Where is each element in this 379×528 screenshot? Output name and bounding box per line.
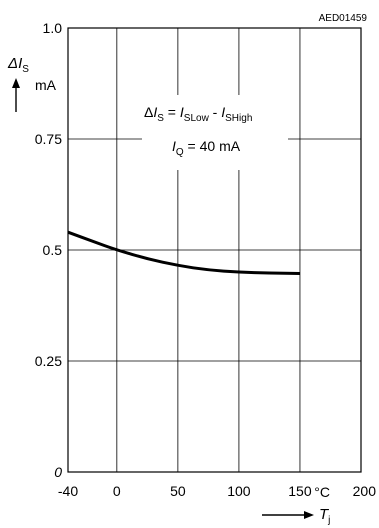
y-axis-unit: mA: [35, 77, 57, 93]
x-tick-label: 150: [288, 483, 312, 499]
annotation-condition: IQ = 40 mA: [172, 138, 241, 158]
y-tick-labels: 0 0.25 0.5 0.75 1.0: [35, 20, 62, 480]
y-tick-label: 0: [54, 464, 62, 480]
annotation-formula: ΔIS = ISLow - ISHigh: [144, 104, 252, 124]
annotation-background: [142, 95, 288, 170]
x-axis-arrow-icon: [262, 511, 314, 519]
y-tick-label: 0.75: [35, 131, 62, 147]
series-line: [67, 230, 301, 275]
x-tick-labels: -40 0 50 100 150 200: [58, 483, 376, 499]
y-axis-arrow-icon: [12, 78, 20, 112]
y-tick-label: 1.0: [43, 20, 63, 36]
x-tick-label: 50: [170, 483, 186, 499]
y-axis-label: ΔIS: [7, 55, 29, 75]
y-tick-label: 0.25: [35, 353, 62, 369]
x-axis-unit: °C: [314, 484, 330, 500]
x-tick-label: 200: [353, 483, 377, 499]
x-tick-label: 0: [113, 483, 121, 499]
y-tick-label: 0.5: [43, 242, 63, 258]
x-axis-label: Tj: [319, 506, 330, 526]
series-layer: [67, 230, 301, 275]
x-tick-label: 100: [227, 483, 251, 499]
reference-code: AED01459: [319, 13, 368, 24]
x-tick-label: -40: [58, 483, 78, 499]
